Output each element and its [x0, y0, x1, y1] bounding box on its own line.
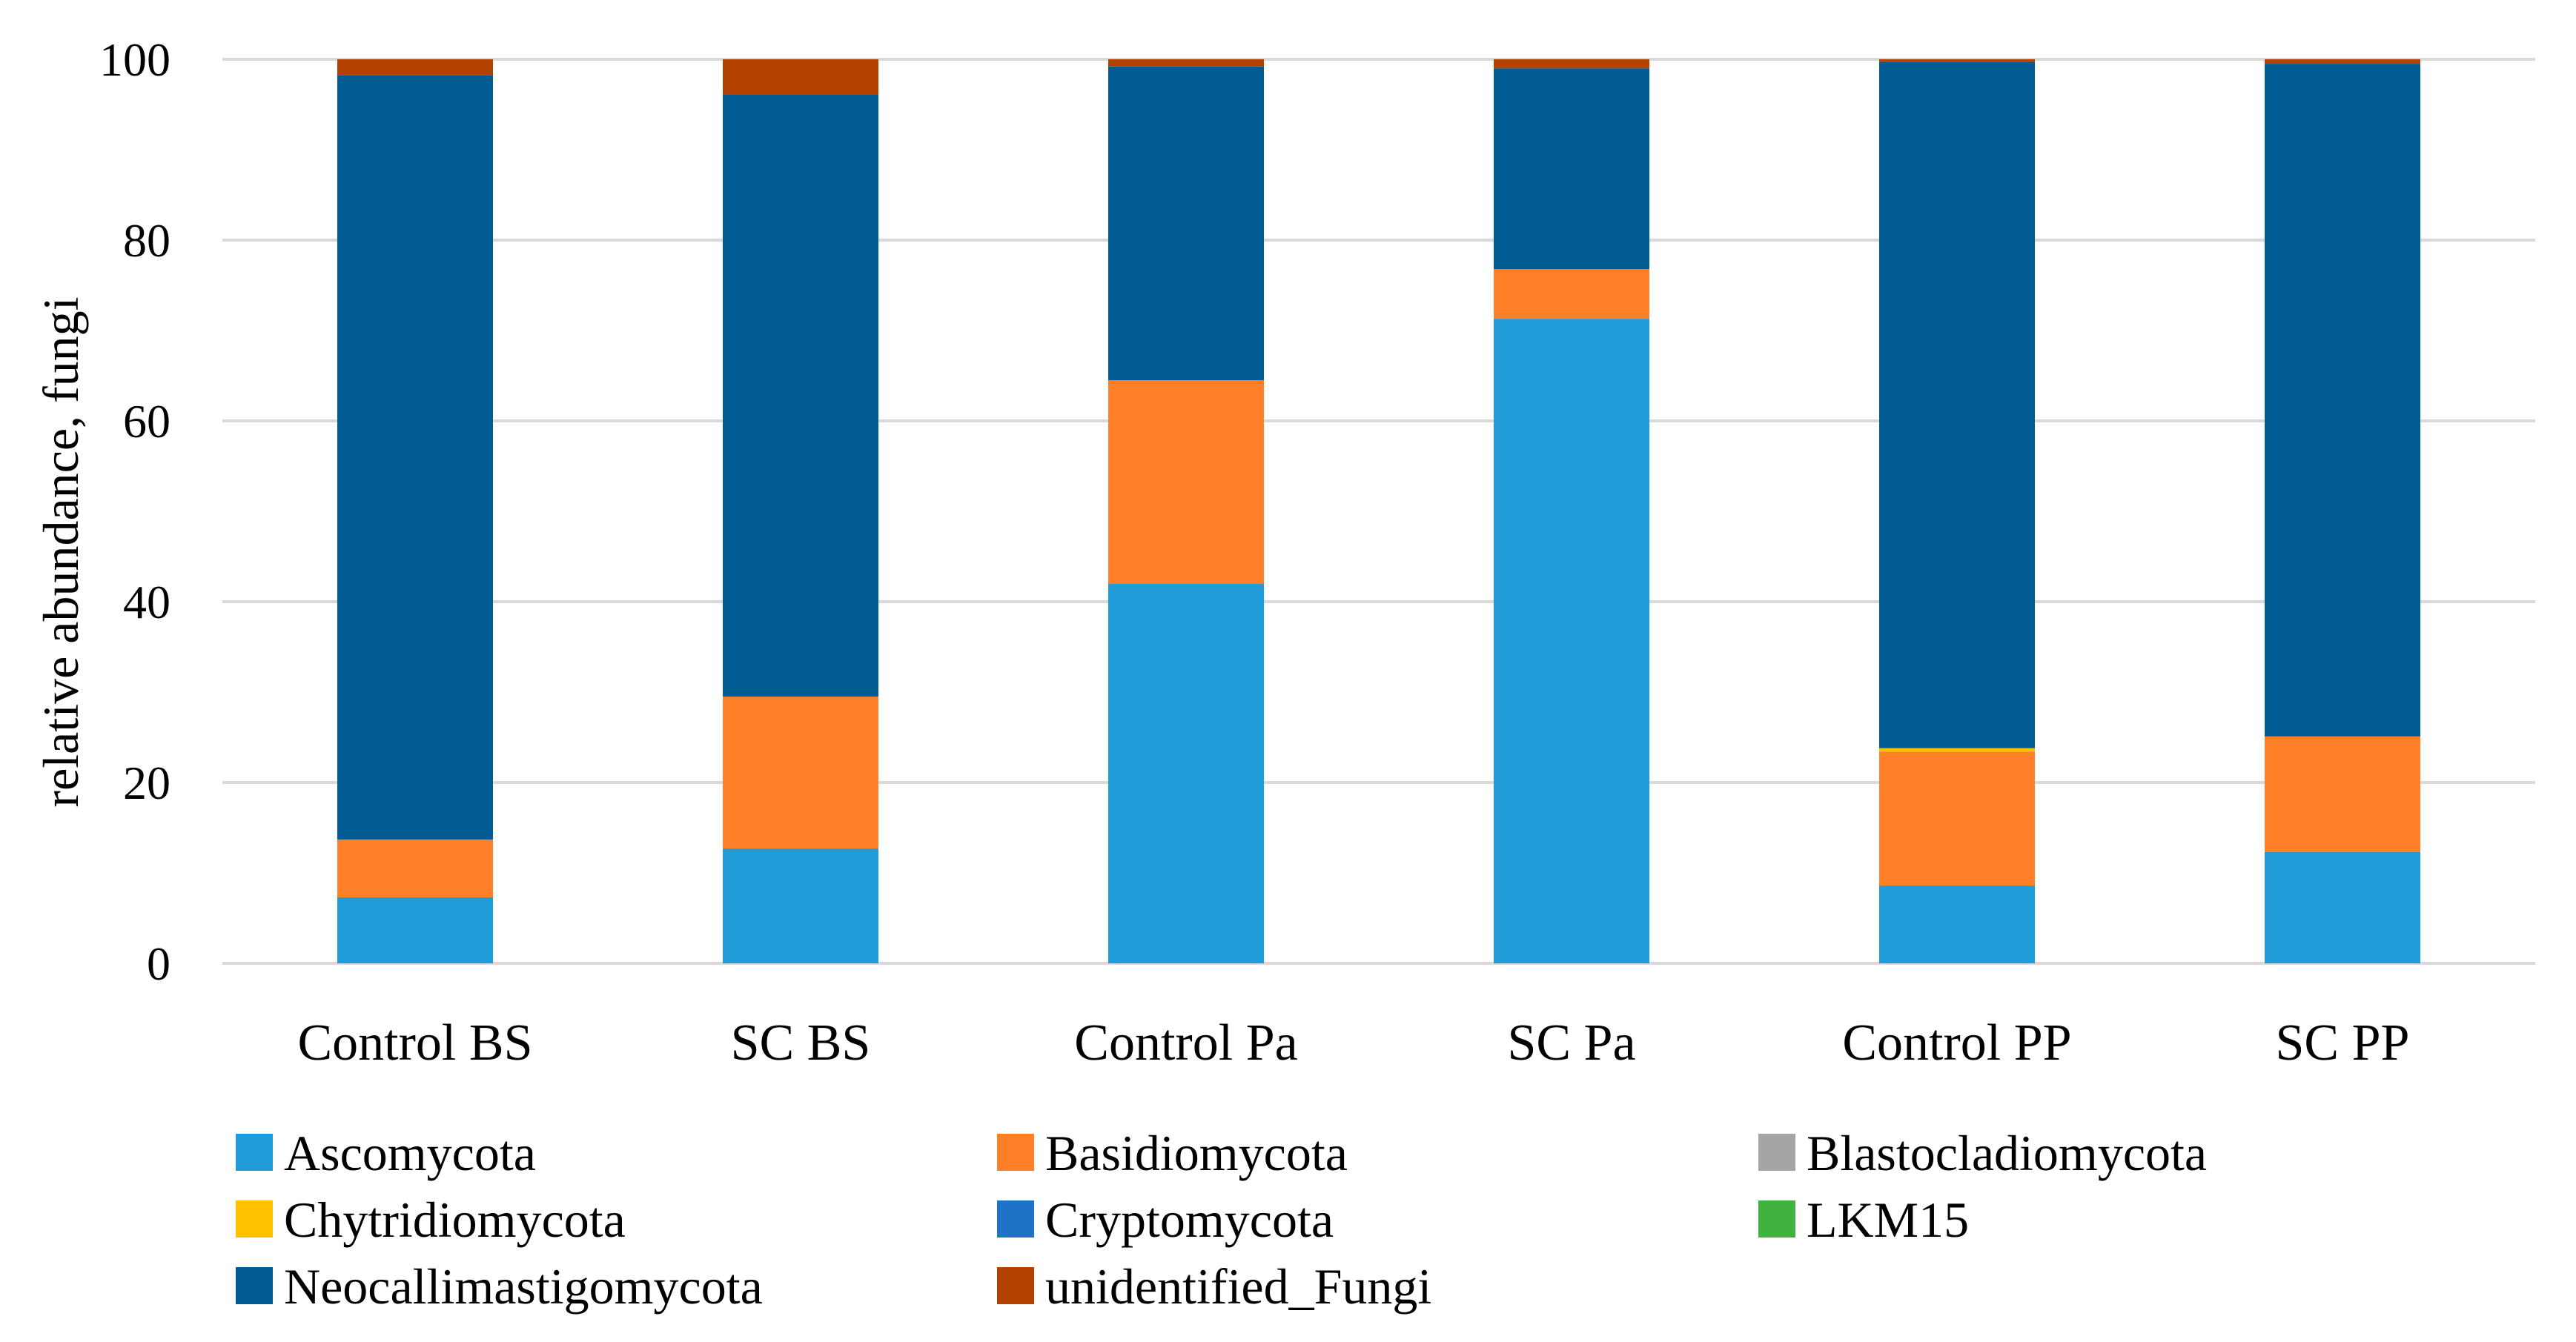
bar-stack-sc-pa: [1494, 59, 1649, 963]
bar-segment-ascomycota: [2265, 851, 2420, 963]
bar-segment-basidiomycota: [2265, 736, 2420, 852]
gridlines: [222, 58, 2535, 965]
legend-label: unidentified_Fungi: [1045, 1258, 1431, 1315]
bar-stack-control-pp: [1879, 59, 2035, 963]
bar-segment-neocallimastigomycota: [1879, 62, 2035, 748]
bar-segment-basidiomycota: [337, 839, 493, 897]
legend-swatch: [1758, 1200, 1795, 1238]
legend-label: Cryptomycota: [1045, 1192, 1334, 1248]
bar-segment-ascomycota: [337, 897, 493, 963]
bar-segment-neocallimastigomycota: [1108, 66, 1264, 381]
bar-segment-ascomycota: [723, 848, 878, 963]
bar-segment-ascomycota: [1108, 583, 1264, 963]
bar-segment-unidentified-fungi: [337, 59, 493, 76]
bar-segment-unidentified-fungi: [1494, 59, 1649, 69]
y-axis-label: relative abundance, fungi: [33, 296, 89, 807]
bars: [337, 59, 2420, 963]
x-category-label: Control PP: [1842, 1014, 2071, 1072]
bar-segment-unidentified-fungi: [1879, 59, 2035, 62]
bar-segment-ascomycota: [1494, 319, 1649, 963]
bar-segment-ascomycota: [1879, 886, 2035, 963]
legend-swatch: [997, 1200, 1034, 1238]
legend-swatch: [997, 1134, 1034, 1171]
y-tick-label: 60: [123, 395, 170, 448]
x-category-label: Control BS: [297, 1014, 532, 1072]
y-axis-ticks: 0 20 40 60 80 100: [99, 33, 170, 990]
legend-item-basidiomycota: Basidiomycota: [997, 1125, 1348, 1181]
legend-label: Blastocladiomycota: [1807, 1125, 2207, 1181]
legend-swatch: [236, 1200, 273, 1238]
bar-segment-basidiomycota: [1108, 380, 1264, 584]
bar-stack-sc-bs: [723, 59, 878, 963]
bar-stack-sc-pp: [2265, 59, 2420, 963]
bar-segment-neocallimastigomycota: [723, 94, 878, 697]
y-tick-label: 40: [123, 576, 170, 628]
y-tick-label: 100: [99, 33, 170, 86]
bar-segment-neocallimastigomycota: [337, 75, 493, 840]
legend-swatch: [1758, 1134, 1795, 1171]
x-category-label: SC PP: [2276, 1014, 2410, 1072]
legend-item-cryptomycota: Cryptomycota: [997, 1192, 1334, 1248]
y-tick-label: 80: [123, 214, 170, 267]
legend-item-chytridiomycota: Chytridiomycota: [236, 1192, 626, 1248]
bar-stack-control-bs: [337, 59, 493, 963]
legend-label: LKM15: [1807, 1192, 1969, 1248]
bar-segment-basidiomycota: [1494, 269, 1649, 319]
legend-item-neocallimastigomycota: Neocallimastigomycota: [236, 1258, 763, 1315]
legend-label: Neocallimastigomycota: [284, 1258, 763, 1315]
bar-stack-control-pa: [1108, 59, 1264, 963]
legend: Ascomycota Basidiomycota Blastocladiomycot…: [236, 1125, 2207, 1315]
legend-label: Basidiomycota: [1045, 1125, 1348, 1181]
legend-item-lkm15: LKM15: [1758, 1192, 1969, 1248]
y-tick-label: 20: [123, 757, 170, 809]
legend-item-ascomycota: Ascomycota: [236, 1125, 536, 1181]
legend-item-unidentified-fungi: unidentified_Fungi: [997, 1258, 1431, 1315]
bar-segment-neocallimastigomycota: [2265, 64, 2420, 737]
legend-label: Ascomycota: [284, 1125, 536, 1181]
bar-segment-chytridiomycota: [1879, 748, 2035, 752]
bar-segment-neocallimastigomycota: [1494, 68, 1649, 270]
bar-segment-basidiomycota: [1879, 751, 2035, 886]
legend-swatch: [236, 1267, 273, 1304]
legend-swatch: [236, 1134, 273, 1171]
legend-item-blastocladiomycota: Blastocladiomycota: [1758, 1125, 2207, 1181]
x-axis-categories: Control BS SC BS Control Pa SC Pa Control PP…: [297, 1014, 2409, 1072]
x-category-label: SC BS: [731, 1014, 871, 1072]
y-tick-label: 0: [147, 937, 170, 990]
bar-segment-unidentified-fungi: [1108, 59, 1264, 67]
bar-segment-basidiomycota: [723, 697, 878, 849]
x-category-label: Control Pa: [1074, 1014, 1297, 1072]
x-category-label: SC Pa: [1507, 1014, 1635, 1072]
legend-swatch: [997, 1267, 1034, 1304]
bar-segment-unidentified-fungi: [2265, 59, 2420, 64]
bar-segment-unidentified-fungi: [723, 59, 878, 95]
legend-label: Chytridiomycota: [284, 1192, 626, 1248]
